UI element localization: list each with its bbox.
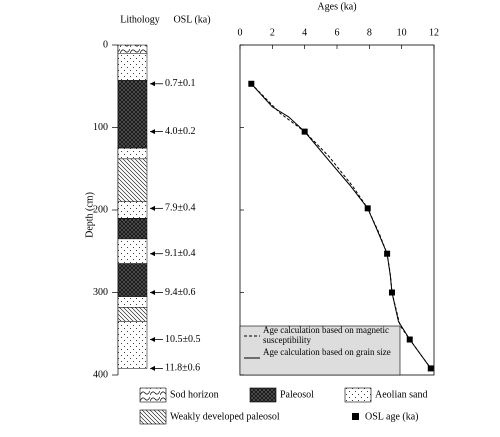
lithology-layer — [117, 53, 148, 81]
osl-title: OSL (ka) — [173, 14, 210, 25]
osl-point — [406, 336, 413, 343]
legend-marker — [352, 413, 359, 420]
legend-label: Paleosol — [280, 389, 314, 400]
lithology-layer — [117, 296, 148, 308]
legend-label: Aeolian sand — [375, 389, 428, 400]
lithology-layer — [117, 218, 148, 240]
osl-arrowhead — [150, 129, 155, 135]
osl-label: 4.0±0.2 — [165, 126, 196, 137]
osl-point — [388, 289, 395, 296]
osl-label: 0.7±0.1 — [165, 78, 196, 89]
legend-label: OSL age (ka) — [365, 411, 419, 422]
legend-swatch — [249, 387, 277, 403]
lithology-layer — [117, 263, 148, 297]
osl-arrowhead — [150, 251, 155, 257]
y-axis-title: Depth (cm) — [84, 192, 95, 238]
osl-label: 9.4±0.6 — [165, 287, 196, 298]
lithology-layer — [117, 307, 148, 322]
legend-label: Sod horizon — [170, 389, 219, 400]
x-tick-label: 2 — [270, 27, 275, 38]
lithology-layer — [117, 158, 148, 203]
x-tick-label: 6 — [335, 27, 340, 38]
lithology-title: Lithology — [120, 14, 159, 25]
legend-swatch — [139, 387, 167, 403]
osl-arrowhead — [150, 365, 155, 371]
osl-point — [248, 80, 255, 87]
osl-point — [301, 128, 308, 135]
y-tick-label: 400 — [93, 369, 108, 380]
legend-text-box: Age calculation based on grain size — [263, 347, 391, 357]
y-tick-label: 200 — [93, 204, 108, 215]
lithology-layer — [117, 321, 148, 369]
osl-arrowhead — [150, 337, 155, 343]
x-axis-title: Ages (ka) — [317, 1, 356, 12]
lithology-layer — [117, 147, 148, 160]
lithology-layer — [117, 201, 148, 219]
legend-label: Weakly developed paleosol — [170, 411, 280, 422]
y-tick-label: 100 — [93, 122, 108, 133]
osl-point — [384, 250, 391, 257]
legend-label: Age calculation based on magnetic suscep… — [263, 325, 389, 345]
osl-label: 10.5±0.5 — [165, 334, 201, 345]
osl-arrowhead — [150, 81, 155, 87]
legend-swatch — [139, 409, 167, 425]
lithology-layer — [117, 80, 148, 149]
osl-label: 7.9±0.4 — [165, 203, 196, 214]
y-tick-label: 0 — [103, 39, 108, 50]
legend-text-box: Age calculation based on magnetic suscep… — [263, 325, 389, 345]
age-line — [250, 83, 432, 369]
x-tick-label: 0 — [238, 27, 243, 38]
x-tick-label: 12 — [429, 27, 439, 38]
osl-label: 11.8±0.6 — [165, 363, 200, 374]
osl-arrowhead — [150, 205, 155, 211]
legend-box — [239, 325, 401, 376]
lithology-layer — [117, 44, 148, 54]
y-tick-label: 300 — [93, 287, 108, 298]
x-tick-label: 8 — [367, 27, 372, 38]
x-tick-label: 4 — [302, 27, 307, 38]
legend-swatch — [344, 387, 372, 403]
x-tick-label: 10 — [397, 27, 407, 38]
osl-label: 9.1±0.4 — [165, 248, 196, 259]
legend-label: Age calculation based on grain size — [263, 347, 391, 357]
osl-point — [427, 365, 434, 372]
osl-point — [364, 205, 371, 212]
lithology-layer — [117, 238, 148, 264]
osl-arrowhead — [150, 290, 155, 295]
